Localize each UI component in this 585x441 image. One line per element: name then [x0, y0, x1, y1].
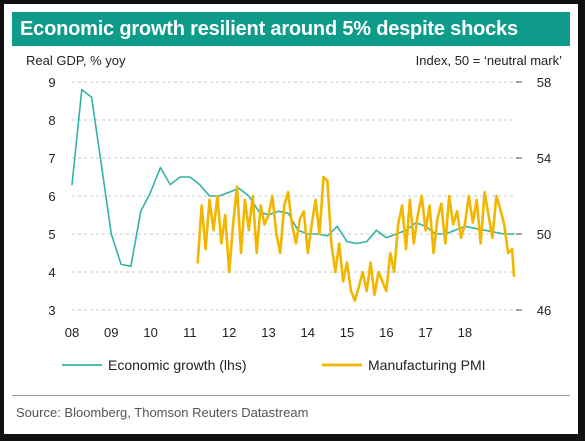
chart-title: Economic growth resilient around 5% desp… [12, 12, 570, 46]
right-axis-label: Index, 50 = ‘neutral mark’ [416, 53, 562, 68]
right-tick-label: 46 [537, 303, 551, 318]
left-tick-label: 6 [48, 189, 55, 204]
chart-card: Economic growth resilient around 5% desp… [4, 4, 578, 434]
source-note: Source: Bloomberg, Thomson Reuters Datas… [16, 405, 309, 420]
x-tick-label: 10 [143, 325, 157, 340]
left-tick-label: 7 [48, 151, 55, 166]
legend-manufacturing-pmi-label: Manufacturing PMI [368, 357, 486, 373]
x-tick-label: 17 [418, 325, 432, 340]
x-axis-ticks: 08 09 10 11 12 13 14 15 16 17 18 [65, 325, 472, 340]
left-axis-ticks: 3 4 5 6 7 8 9 [48, 75, 55, 318]
left-axis-label: Real GDP, % yoy [26, 53, 126, 68]
x-tick-label: 12 [222, 325, 236, 340]
right-axis-ticks: 46 50 54 58 [516, 75, 551, 318]
chart-area: Real GDP, % yoy Index, 50 = ‘neutral mar… [26, 53, 562, 373]
x-tick-label: 15 [340, 325, 354, 340]
right-tick-label: 50 [537, 227, 551, 242]
left-tick-label: 3 [48, 303, 55, 318]
right-tick-label: 58 [537, 75, 551, 90]
legend: Economic growth (lhs) Manufacturing PMI [62, 357, 486, 373]
left-tick-label: 8 [48, 113, 55, 128]
left-tick-label: 9 [48, 75, 55, 90]
left-tick-label: 5 [48, 227, 55, 242]
x-tick-label: 11 [183, 325, 197, 340]
x-tick-label: 13 [261, 325, 275, 340]
divider [12, 395, 570, 396]
x-tick-label: 18 [458, 325, 472, 340]
series-line-economic-growth [71, 88, 515, 268]
x-tick-label: 09 [104, 325, 118, 340]
legend-economic-growth-label: Economic growth (lhs) [108, 357, 247, 373]
x-tick-label: 08 [65, 325, 79, 340]
left-tick-label: 4 [48, 265, 55, 280]
series-layer [71, 88, 516, 302]
right-tick-label: 54 [537, 151, 551, 166]
x-tick-label: 14 [301, 325, 315, 340]
x-tick-label: 16 [379, 325, 393, 340]
series-line-manufacturing-pmi [196, 175, 516, 302]
